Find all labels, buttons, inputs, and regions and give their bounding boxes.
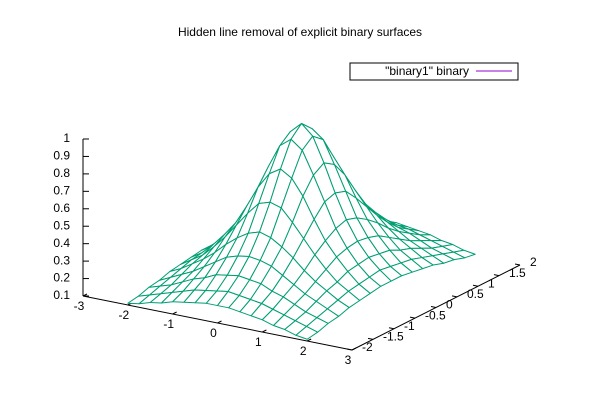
z-tick-label: 0.9 bbox=[53, 149, 70, 163]
chart-title: Hidden line removal of explicit binary s… bbox=[178, 25, 422, 39]
x-tick-label: 2 bbox=[300, 344, 307, 358]
x-tick-label: 1 bbox=[255, 335, 262, 349]
x-tick-label: -3 bbox=[74, 299, 85, 313]
z-tick-label: 0.2 bbox=[53, 271, 70, 285]
y-tick bbox=[451, 295, 458, 298]
y-tick-label: 0.5 bbox=[467, 287, 484, 301]
x-tick bbox=[172, 311, 177, 315]
y-tick bbox=[514, 263, 521, 266]
y-tick bbox=[388, 327, 395, 330]
y-tick bbox=[493, 274, 500, 277]
z-tick-label: 0.8 bbox=[53, 166, 70, 180]
y-tick-label: -1.5 bbox=[383, 330, 404, 344]
z-tick-label: 0.3 bbox=[53, 253, 70, 267]
legend-box bbox=[349, 62, 519, 81]
z-tick-label: 0.6 bbox=[53, 201, 70, 215]
y-tick bbox=[367, 337, 374, 340]
y-tick-label: 1 bbox=[488, 276, 495, 290]
x-tick-label: 0 bbox=[210, 326, 217, 340]
y-tick-label: -2 bbox=[362, 340, 373, 354]
y-tick-label: -1 bbox=[404, 319, 415, 333]
y-tick-label: 0 bbox=[446, 298, 453, 312]
legend-label: "binary1" binary bbox=[385, 64, 469, 78]
y-tick-label: 1.5 bbox=[509, 266, 526, 280]
x-tick bbox=[217, 320, 222, 324]
x-tick bbox=[306, 338, 312, 342]
y-tick bbox=[346, 348, 353, 351]
z-tick-label: 0.5 bbox=[53, 218, 70, 232]
y-tick-label: -0.5 bbox=[425, 308, 446, 322]
y-tick bbox=[472, 284, 479, 287]
z-tick-label: 0.4 bbox=[53, 236, 70, 250]
surface-cell bbox=[295, 325, 319, 340]
z-tick-label: 1 bbox=[63, 131, 70, 145]
x-tick-label: 3 bbox=[345, 353, 352, 367]
x-tick-label: -1 bbox=[163, 317, 174, 331]
y-tick-label: 2 bbox=[530, 255, 537, 269]
y-tick bbox=[409, 316, 416, 319]
y-tick bbox=[430, 306, 437, 308]
z-tick-label: 0.1 bbox=[53, 288, 70, 302]
x-tick-label: -2 bbox=[118, 308, 129, 322]
z-tick-label: 0.7 bbox=[53, 184, 70, 198]
x-tick bbox=[262, 329, 267, 333]
x-tick bbox=[351, 347, 357, 351]
